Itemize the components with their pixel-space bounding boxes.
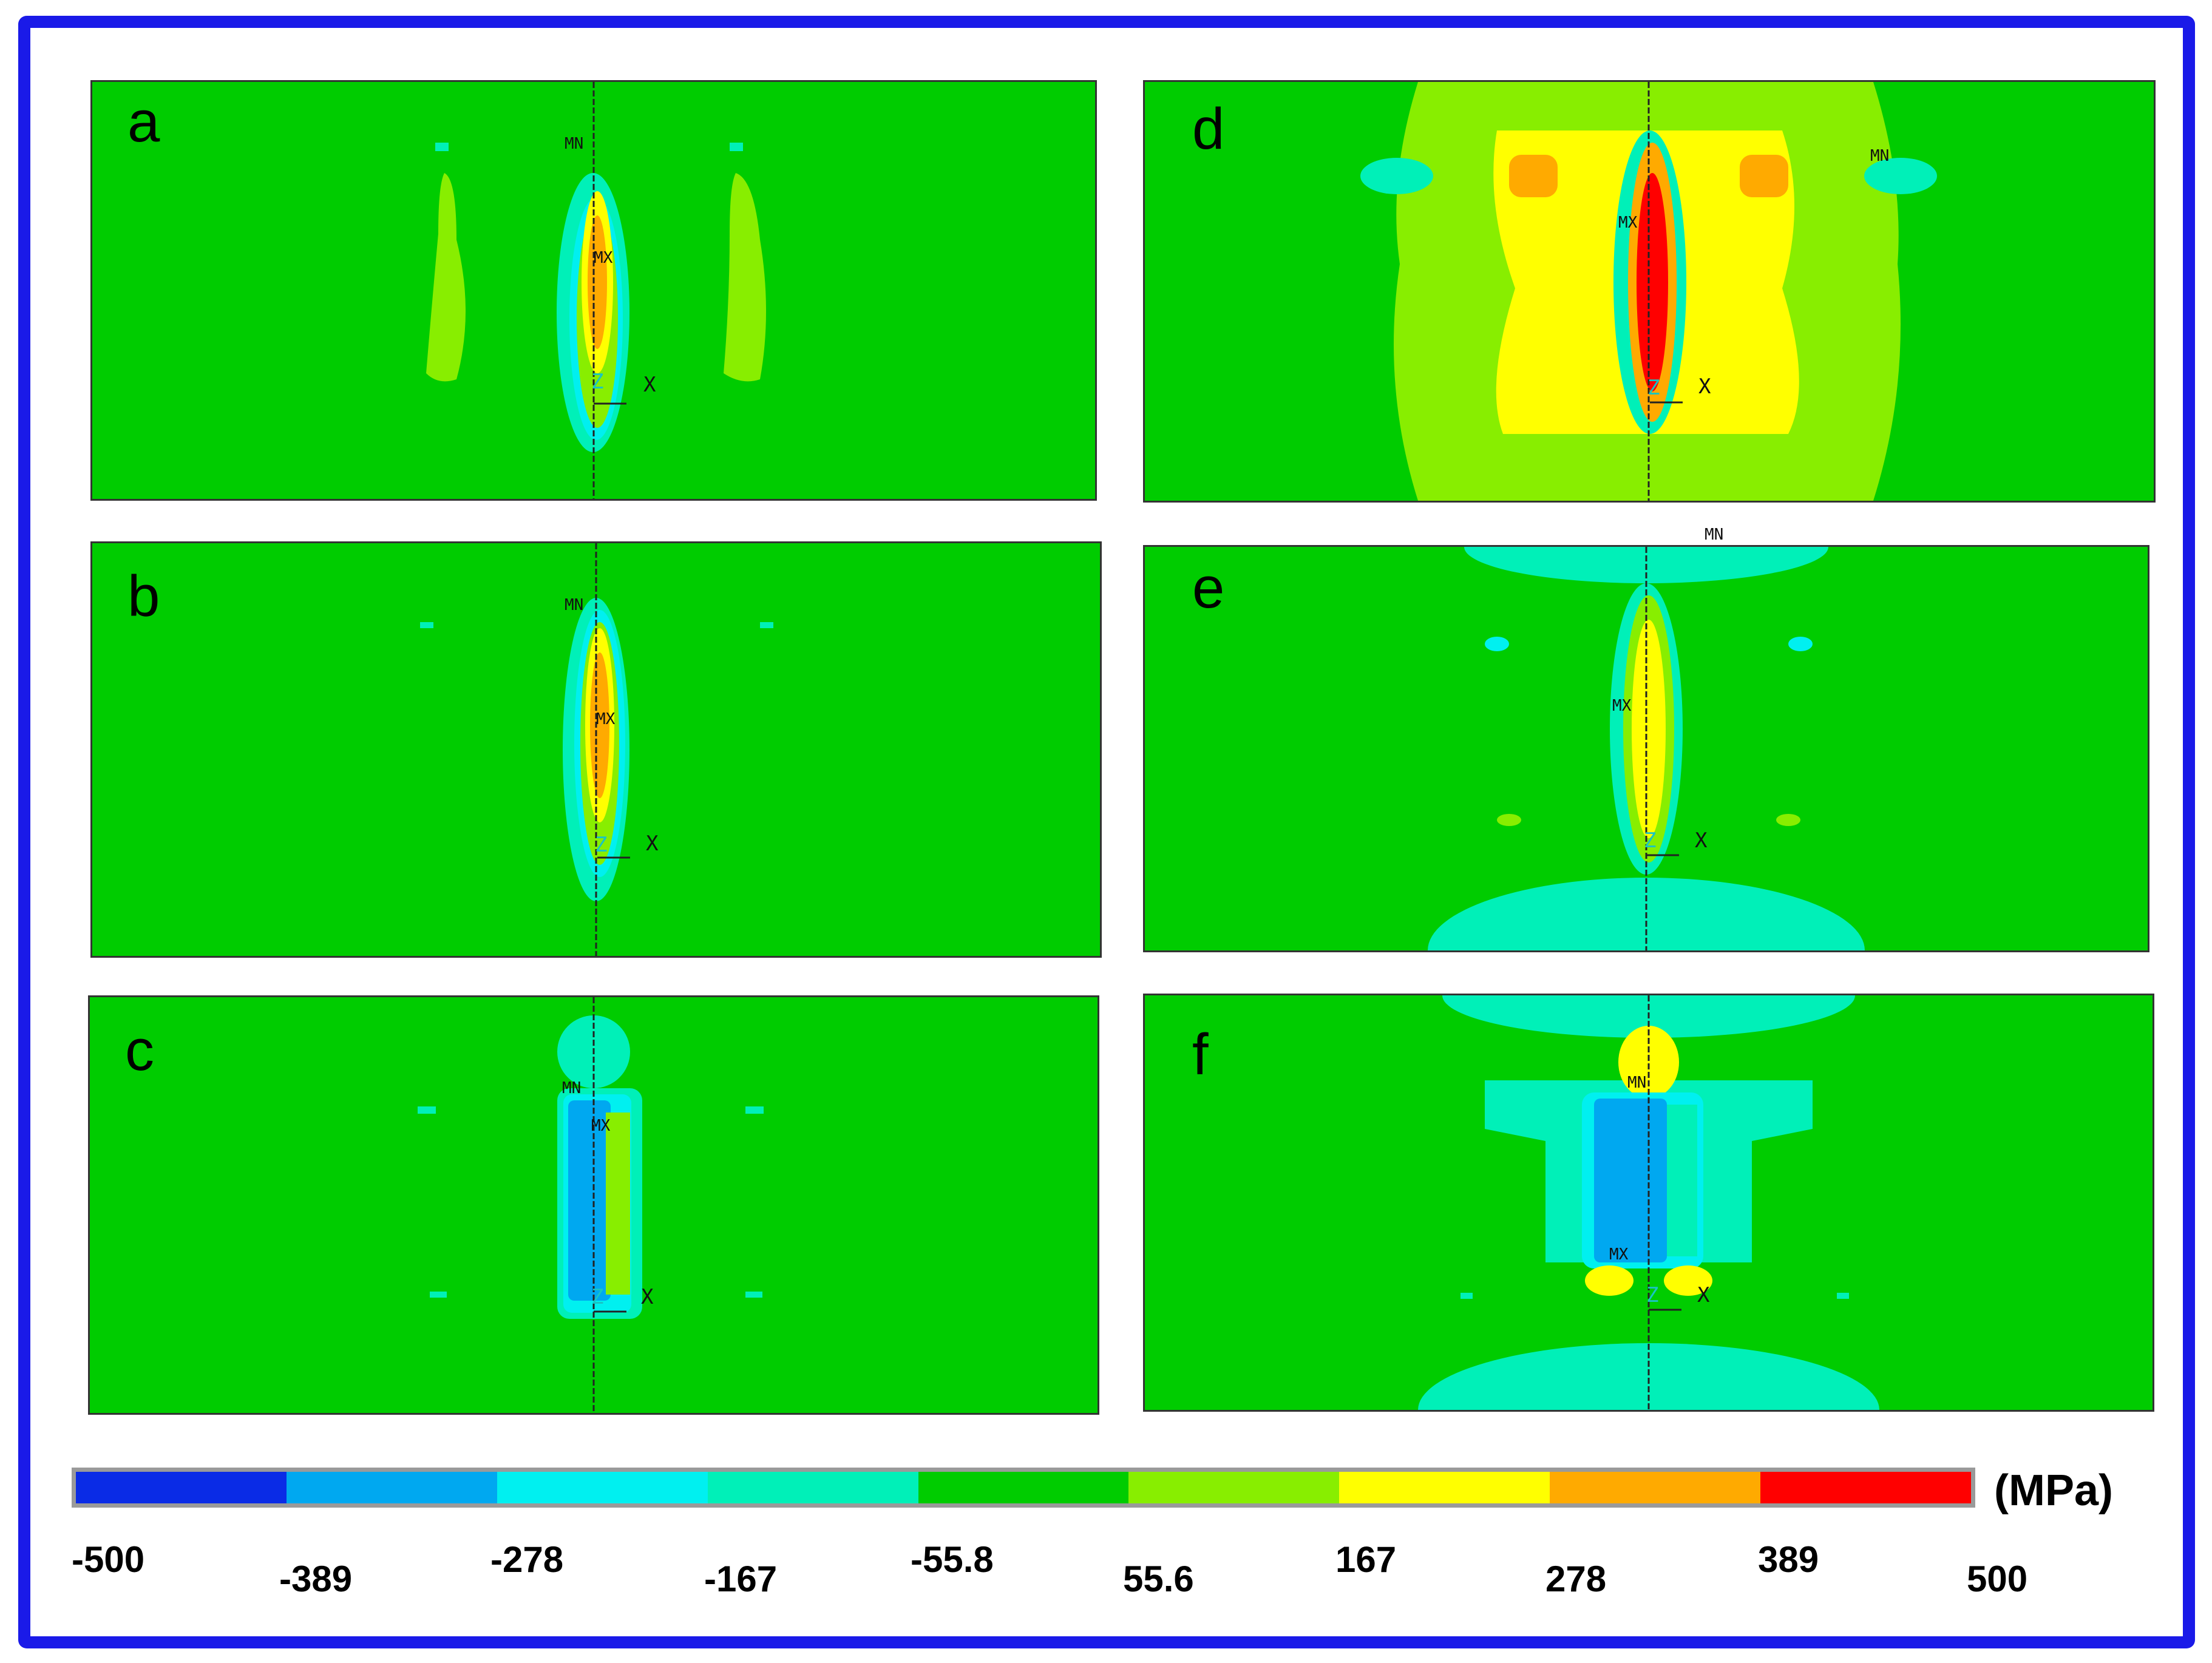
max-marker: MX <box>1612 697 1632 715</box>
color-segment <box>918 1472 1129 1503</box>
contour-plot-a: MN MX Z X <box>426 82 766 499</box>
color-segment <box>1128 1472 1340 1503</box>
svg-text:Z: Z <box>591 370 603 394</box>
contour-panel-f: MN MX Z X f <box>1143 994 2154 1412</box>
panel-label-f: f <box>1192 1022 1209 1087</box>
scale-tick-label: 55.6 <box>1123 1559 1194 1599</box>
max-marker: MX <box>596 710 616 728</box>
color-segment <box>1760 1472 1972 1503</box>
contour-plot-c: MN MX Z X <box>418 997 764 1413</box>
min-marker: MN <box>1870 147 1889 165</box>
contour-panel-a: MN MX Z X a <box>90 80 1097 501</box>
color-segment <box>286 1472 497 1503</box>
color-segment <box>497 1472 708 1503</box>
svg-text:Z: Z <box>1644 828 1656 853</box>
panel-label-c: c <box>125 1018 154 1083</box>
contour-plot-b: MN MX Z X <box>420 543 773 956</box>
scale-tick-label: 167 <box>1335 1539 1397 1580</box>
max-marker: MX <box>1609 1245 1629 1264</box>
scale-tick-label: -389 <box>279 1559 353 1599</box>
scale-tick-label: -278 <box>490 1539 564 1580</box>
panel-label-b: b <box>127 564 160 629</box>
min-marker: MN <box>1627 1074 1646 1092</box>
scale-tick-label: 278 <box>1545 1559 1607 1599</box>
min-marker: MN <box>565 596 583 614</box>
panel-label-e: e <box>1192 555 1225 620</box>
panel-label-a: a <box>127 89 160 154</box>
svg-text:Z: Z <box>1647 376 1660 400</box>
contour-plot-d: MN MX Z X <box>1360 82 1937 501</box>
contour-panel-b: MN MX Z X b <box>90 541 1102 958</box>
svg-text:X: X <box>643 373 656 397</box>
contour-panel-c: MN MX Z X c <box>88 995 1099 1415</box>
scale-tick-label: -55.8 <box>911 1539 994 1580</box>
color-scale-bar <box>72 1468 1975 1508</box>
min-marker: MN <box>562 1079 581 1097</box>
contour-plot-f: MN MX Z X <box>1418 995 1879 1410</box>
floating-min-marker: MN <box>1705 526 1724 544</box>
svg-text:X: X <box>641 1285 654 1309</box>
color-segment <box>76 1472 287 1503</box>
max-marker: MX <box>1618 214 1638 232</box>
svg-text:Z: Z <box>591 1285 603 1309</box>
svg-text:X: X <box>1695 828 1708 853</box>
scale-tick-label: 500 <box>1967 1559 2028 1599</box>
svg-text:X: X <box>1697 1283 1710 1307</box>
min-marker: MN <box>565 135 583 153</box>
contour-plot-e: MX Z X <box>1428 547 1865 950</box>
panel-label-d: d <box>1192 97 1225 161</box>
contour-panel-d: MN MX Z X d <box>1143 80 2156 503</box>
unit-label: (MPa) <box>1994 1466 2113 1515</box>
svg-text:X: X <box>646 832 659 856</box>
color-segment <box>707 1472 918 1503</box>
color-segment <box>1339 1472 1550 1503</box>
scale-tick-label: -500 <box>72 1539 145 1580</box>
color-segment <box>1550 1472 1761 1503</box>
contour-panel-e: MX Z X e <box>1143 545 2149 952</box>
scale-tick-label: 389 <box>1758 1539 1819 1580</box>
svg-text:Z: Z <box>595 833 607 857</box>
svg-text:X: X <box>1698 374 1711 399</box>
scale-tick-label: -167 <box>704 1559 778 1599</box>
max-marker: MX <box>594 249 613 267</box>
svg-text:Z: Z <box>1646 1283 1658 1307</box>
max-marker: MX <box>591 1117 611 1135</box>
